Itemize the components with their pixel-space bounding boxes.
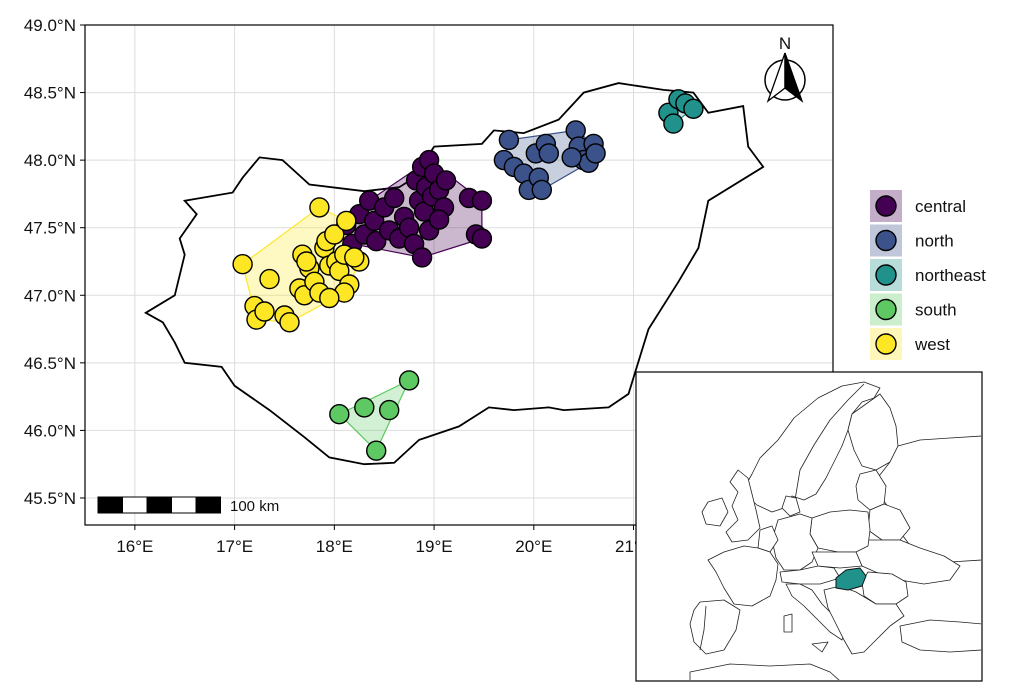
point-north [498, 129, 520, 151]
point-northeast [663, 113, 684, 134]
x-tick-label: 20°E [515, 537, 552, 556]
scale-bar-segment-2 [122, 496, 148, 514]
x-tick-label: 19°E [416, 537, 453, 556]
y-tick-label: 49.0°N [24, 16, 76, 35]
inset-turkey [899, 619, 981, 653]
point-central [435, 170, 457, 191]
inset-europe-map [635, 371, 983, 682]
inset-denmark [781, 495, 801, 517]
y-tick-label: 47.5°N [24, 219, 76, 238]
inset-norway-sweden [741, 381, 881, 513]
legend-entry-northeast: northeast [870, 259, 986, 291]
x-tick-label: 18°E [316, 537, 353, 556]
point-west [259, 268, 280, 290]
point-south [366, 440, 387, 461]
point-west [319, 287, 340, 309]
inset-sweden-divider [794, 383, 865, 501]
y-tick-label: 47.0°N [24, 286, 76, 305]
y-tick-label: 45.5°N [24, 489, 76, 508]
point-north [585, 143, 606, 164]
inset-great-britain [725, 469, 761, 543]
north-arrow-label: N [779, 34, 791, 53]
inset-poland [809, 509, 871, 553]
point-central [411, 247, 433, 268]
x-axis-ticks: 16°E 17°E 18°E 19°E 20°E 21°E [116, 525, 652, 556]
y-axis-ticks: 45.5°N 46.0°N 46.5°N 47.0°N 47.5°N 48.0°N 48.5… [24, 16, 85, 508]
legend-label: northeast [915, 266, 986, 285]
inset-ireland [701, 497, 729, 527]
north-arrow: N [764, 34, 806, 103]
legend-entry-west: west [870, 328, 950, 360]
inset-sicily-sardinia [783, 613, 829, 653]
point-west [279, 312, 300, 333]
x-tick-label: 16°E [116, 537, 153, 556]
legend-marker [875, 195, 897, 217]
legend: central north northeast south west [870, 190, 986, 360]
inset-czechia-slovakia [811, 551, 863, 569]
legend-label: south [915, 301, 957, 320]
point-west [309, 197, 330, 218]
legend-marker [875, 298, 897, 321]
legend-marker [875, 333, 897, 355]
scale-bar-segment-5 [195, 496, 221, 514]
legend-entry-central: central [870, 190, 966, 222]
inset-belarus [867, 503, 911, 541]
inset-north-africa [689, 663, 840, 680]
legend-marker [875, 229, 897, 252]
inset-france [707, 545, 779, 607]
point-west [336, 210, 357, 232]
point-south [379, 399, 400, 421]
point-central [364, 210, 385, 232]
scale-bar-segment-4 [171, 496, 197, 514]
legend-label: north [915, 232, 954, 251]
point-central [366, 230, 387, 252]
y-tick-label: 46.5°N [24, 354, 76, 373]
point-north [531, 179, 552, 201]
legend-entry-south: south [870, 293, 957, 326]
main-map: 16°E 17°E 18°E 19°E 20°E 21°E 45.5°N46.0°N46.… [24, 16, 834, 556]
point-central [471, 190, 493, 211]
cluster-points [232, 89, 704, 461]
x-tick-label: 17°E [216, 537, 253, 556]
inset-benelux [757, 525, 779, 553]
scale-bar-segment-3 [146, 496, 172, 514]
inset-balkans [823, 585, 905, 655]
point-west [324, 224, 345, 245]
point-south [354, 397, 375, 418]
inset-portugal-divider [699, 605, 707, 651]
scale-bar-label: 100 km [230, 498, 279, 515]
legend-marker [875, 264, 897, 286]
inset-germany [771, 513, 819, 571]
point-south [329, 404, 350, 425]
legend-label: west [914, 335, 950, 354]
point-west [254, 301, 275, 322]
scale-bar: 100 km [97, 496, 279, 515]
scale-bar-segment-1 [97, 496, 123, 514]
point-central [428, 209, 450, 230]
inset-iberia [689, 599, 741, 655]
y-tick-label: 46.0°N [24, 421, 76, 440]
y-tick-label: 48.0°N [24, 151, 76, 170]
point-northeast [683, 98, 704, 120]
point-north [561, 147, 582, 168]
point-west [296, 251, 317, 272]
map-panel-frame [84, 24, 834, 526]
point-west [344, 247, 365, 268]
point-central [384, 187, 405, 209]
y-tick-label: 48.5°N [24, 84, 76, 103]
point-central [471, 228, 493, 249]
point-south [398, 370, 420, 391]
point-west [232, 254, 253, 275]
legend-label: central [915, 197, 966, 216]
point-north [538, 143, 559, 164]
north-arrow-right-half [784, 52, 804, 103]
inset-hungary [835, 567, 867, 591]
legend-entry-north: north [870, 224, 954, 257]
hungary-border [144, 82, 765, 466]
